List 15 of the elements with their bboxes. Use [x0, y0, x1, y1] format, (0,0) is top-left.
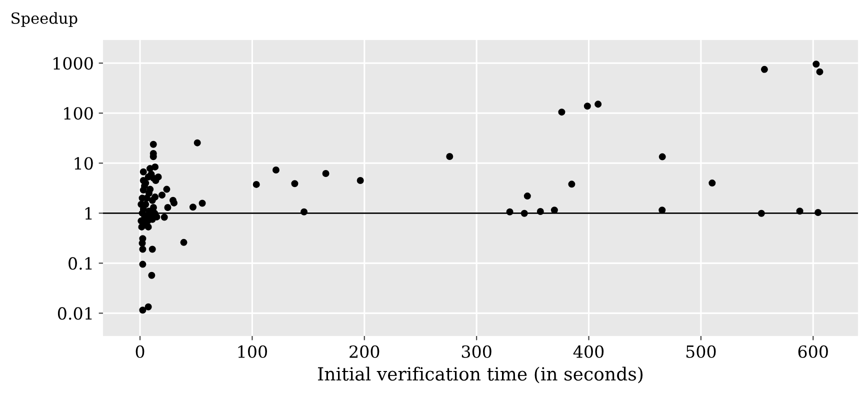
x-tick-label: 200 [350, 345, 380, 358]
y-tick-label: 1 [85, 207, 92, 220]
y-tick-label: 0.01 [58, 307, 92, 320]
x-tick-label: 400 [573, 345, 604, 358]
x-tick-label: 0 [136, 345, 144, 358]
y-tick-label: 1000 [54, 57, 93, 70]
x-tick-label: 600 [798, 345, 828, 358]
x-tick-label: 500 [686, 345, 716, 358]
chart-title: Speedup [12, 12, 78, 27]
y-tick-label: 10 [74, 157, 93, 170]
y-tick-label: 100 [64, 107, 93, 120]
x-axis-title: Initial verification time (in seconds) [318, 366, 643, 384]
x-tick-label: 300 [462, 345, 492, 358]
x-tick-label: 100 [238, 345, 268, 358]
y-tick-label: 0.1 [68, 257, 92, 270]
